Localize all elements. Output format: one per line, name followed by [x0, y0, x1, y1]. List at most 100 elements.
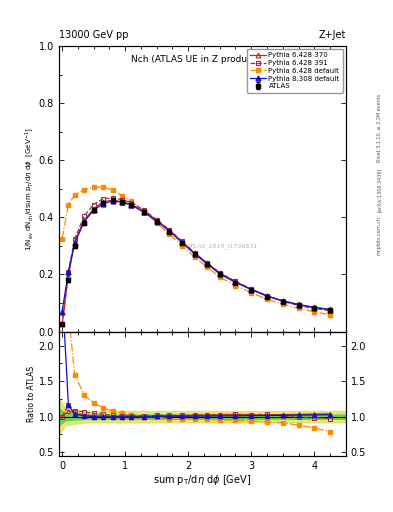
Pythia 6.428 391: [312, 305, 317, 311]
Text: 13000 GeV pp: 13000 GeV pp: [59, 30, 129, 40]
Pythia 6.428 default: [66, 201, 71, 207]
Pythia 6.428 default: [233, 283, 238, 289]
Pythia 6.428 default: [205, 264, 209, 270]
Pythia 6.428 370: [129, 201, 134, 207]
Pythia 6.428 default: [142, 208, 147, 215]
Text: Nch (ATLAS UE in Z production): Nch (ATLAS UE in Z production): [131, 55, 274, 63]
Pythia 6.428 391: [82, 213, 86, 219]
Pythia 6.428 391: [110, 195, 115, 201]
Pythia 6.428 370: [110, 197, 115, 203]
Text: mcplots.cern.ch: mcplots.cern.ch: [377, 216, 382, 255]
Pythia 6.428 391: [217, 270, 222, 276]
Pythia 8.308 default: [328, 307, 332, 313]
Pythia 8.308 default: [167, 228, 172, 234]
Text: Z+Jet: Z+Jet: [318, 30, 346, 40]
Pythia 8.308 default: [101, 201, 105, 207]
Pythia 8.308 default: [296, 302, 301, 308]
Y-axis label: Ratio to ATLAS: Ratio to ATLAS: [27, 366, 36, 422]
Pythia 6.428 370: [192, 250, 197, 256]
Pythia 6.428 370: [82, 217, 86, 223]
Pythia 6.428 default: [129, 198, 134, 204]
Pythia 6.428 391: [101, 196, 105, 202]
Pythia 8.308 default: [91, 207, 96, 214]
Pythia 8.308 default: [312, 305, 317, 311]
Pythia 6.428 370: [72, 239, 77, 245]
Pythia 6.428 370: [296, 302, 301, 308]
Pythia 6.428 391: [264, 292, 269, 298]
Pythia 6.428 391: [205, 260, 209, 266]
Line: Pythia 6.428 370: Pythia 6.428 370: [60, 198, 332, 327]
Pythia 6.428 370: [60, 322, 64, 328]
Pythia 6.428 391: [233, 278, 238, 284]
Pythia 6.428 370: [281, 297, 285, 304]
Pythia 6.428 default: [167, 231, 172, 237]
Pythia 8.308 default: [180, 240, 184, 246]
Pythia 6.428 370: [154, 217, 159, 223]
Pythia 6.428 370: [142, 208, 147, 215]
Pythia 6.428 370: [312, 304, 317, 310]
Pythia 6.428 370: [180, 239, 184, 245]
Pythia 6.428 391: [249, 286, 253, 292]
Pythia 6.428 default: [264, 296, 269, 303]
X-axis label: sum p$_{\rm T}$/d$\eta$ d$\phi$ [GeV]: sum p$_{\rm T}$/d$\eta$ d$\phi$ [GeV]: [153, 473, 252, 487]
Pythia 8.308 default: [264, 293, 269, 299]
Pythia 8.308 default: [60, 309, 64, 315]
Pythia 8.308 default: [249, 287, 253, 293]
Pythia 6.428 370: [66, 273, 71, 279]
Pythia 8.308 default: [192, 251, 197, 257]
Pythia 6.428 370: [264, 293, 269, 299]
Pythia 8.308 default: [82, 219, 86, 225]
Text: ATLAS_2019_I1736531: ATLAS_2019_I1736531: [187, 243, 258, 249]
Pythia 6.428 default: [72, 192, 77, 198]
Pythia 8.308 default: [72, 240, 77, 246]
Pythia 6.428 370: [119, 199, 124, 205]
Text: [arXiv:1306.3436]: [arXiv:1306.3436]: [377, 167, 382, 211]
Pythia 6.428 391: [72, 236, 77, 242]
Pythia 8.308 default: [129, 202, 134, 208]
Pythia 6.428 default: [296, 305, 301, 311]
Pythia 6.428 default: [154, 220, 159, 226]
Pythia 6.428 391: [142, 207, 147, 213]
Pythia 6.428 default: [312, 309, 317, 315]
Pythia 8.308 default: [110, 198, 115, 204]
Pythia 6.428 default: [91, 184, 96, 190]
Pythia 6.428 default: [281, 301, 285, 307]
Pythia 8.308 default: [205, 261, 209, 267]
Y-axis label: 1/N$_{\rm ev}$ dN$_{\rm ch}$/dsum p$_{\rm T}$/d$\eta$ d$\phi$  [GeV$^{-1}$]: 1/N$_{\rm ev}$ dN$_{\rm ch}$/dsum p$_{\r…: [23, 127, 36, 251]
Pythia 6.428 391: [60, 322, 64, 328]
Pythia 6.428 391: [154, 217, 159, 223]
Pythia 6.428 391: [91, 201, 96, 207]
Pythia 6.428 391: [180, 238, 184, 244]
Legend: Pythia 6.428 370, Pythia 6.428 391, Pythia 6.428 default, Pythia 8.308 default, : Pythia 6.428 370, Pythia 6.428 391, Pyth…: [247, 49, 343, 93]
Line: Pythia 6.428 default: Pythia 6.428 default: [60, 184, 332, 317]
Pythia 6.428 391: [66, 268, 71, 274]
Pythia 8.308 default: [217, 271, 222, 277]
Pythia 6.428 default: [101, 184, 105, 190]
Pythia 6.428 391: [129, 200, 134, 206]
Text: Rivet 3.1.10, ≥ 2.2M events: Rivet 3.1.10, ≥ 2.2M events: [377, 94, 382, 162]
Pythia 6.428 391: [328, 308, 332, 314]
Pythia 6.428 370: [167, 227, 172, 233]
Pythia 6.428 default: [180, 243, 184, 249]
Line: Pythia 6.428 391: Pythia 6.428 391: [60, 196, 332, 327]
Pythia 6.428 370: [328, 306, 332, 312]
Pythia 6.428 default: [192, 254, 197, 260]
Pythia 6.428 370: [249, 286, 253, 292]
Pythia 6.428 default: [82, 186, 86, 193]
Pythia 8.308 default: [281, 298, 285, 304]
Pythia 6.428 default: [328, 312, 332, 318]
Pythia 6.428 default: [217, 274, 222, 280]
Pythia 6.428 default: [60, 236, 64, 242]
Pythia 8.308 default: [142, 209, 147, 216]
Pythia 6.428 391: [119, 197, 124, 203]
Line: Pythia 8.308 default: Pythia 8.308 default: [60, 198, 332, 314]
Pythia 6.428 default: [119, 193, 124, 199]
Pythia 8.308 default: [233, 280, 238, 286]
Pythia 6.428 default: [249, 290, 253, 296]
Pythia 8.308 default: [154, 218, 159, 224]
Pythia 6.428 391: [192, 250, 197, 256]
Pythia 6.428 default: [110, 187, 115, 193]
Pythia 6.428 370: [233, 279, 238, 285]
Pythia 6.428 391: [296, 303, 301, 309]
Pythia 6.428 370: [217, 270, 222, 276]
